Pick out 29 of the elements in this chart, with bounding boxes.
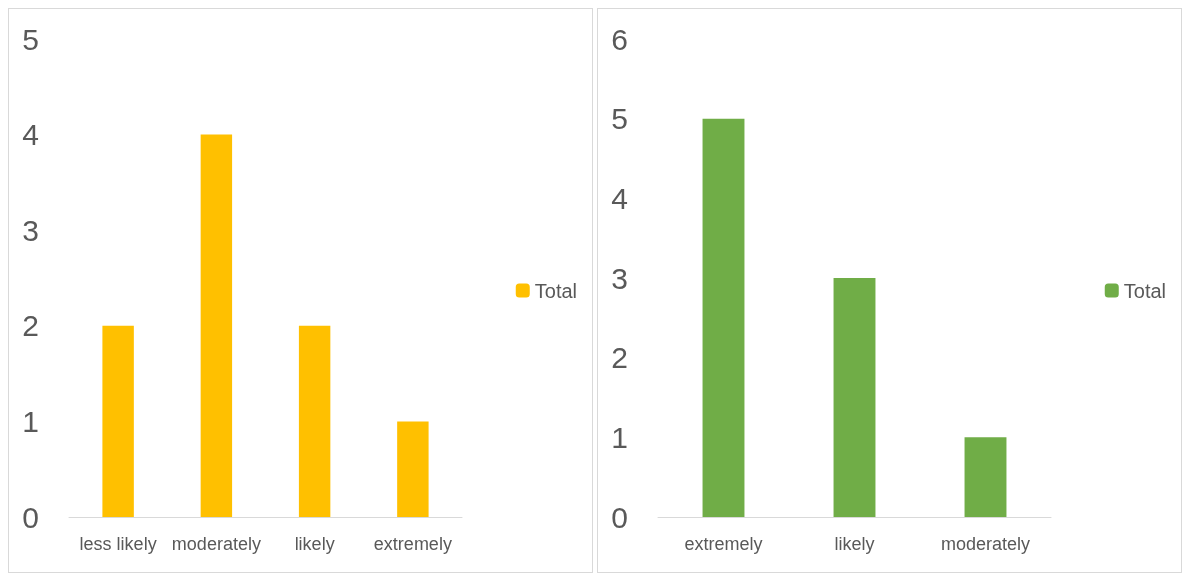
x-tick-label: extremely <box>684 534 763 554</box>
bar <box>298 325 331 517</box>
y-tick-label: 0 <box>22 500 39 534</box>
y-tick-label: 4 <box>22 118 39 152</box>
legend-label: Total <box>1123 279 1166 302</box>
y-tick-label: 5 <box>611 102 628 136</box>
y-tick-label: 0 <box>611 500 628 534</box>
y-tick-label: 1 <box>22 404 39 438</box>
bar <box>702 118 745 517</box>
legend-label: Total <box>534 279 577 302</box>
x-tick-label: extremely <box>373 534 452 554</box>
x-tick-label: moderately <box>171 534 261 554</box>
bar <box>397 421 429 517</box>
bar <box>102 325 134 517</box>
y-tick-label: 3 <box>611 261 628 295</box>
x-tick-label: moderately <box>940 534 1031 554</box>
x-tick-label: less likely <box>79 534 157 554</box>
y-tick-label: 6 <box>611 22 628 56</box>
x-tick-label: likely <box>834 534 875 554</box>
y-tick-label: 2 <box>22 309 39 343</box>
y-tick-label: 4 <box>611 181 628 215</box>
x-tick-label: likely <box>294 534 335 554</box>
bar <box>964 437 1007 517</box>
y-tick-label: 3 <box>22 213 39 247</box>
y-tick-label: 1 <box>611 420 628 454</box>
y-tick-label: 2 <box>611 341 628 375</box>
bar <box>200 134 233 517</box>
bar <box>833 278 876 517</box>
y-tick-label: 5 <box>22 22 39 56</box>
